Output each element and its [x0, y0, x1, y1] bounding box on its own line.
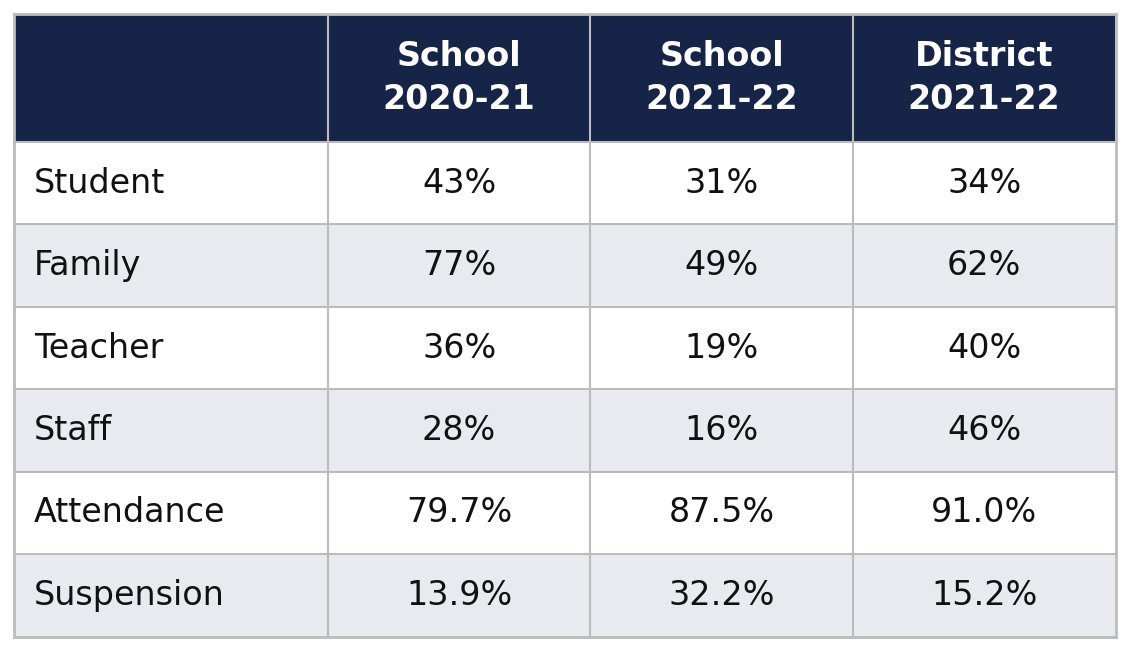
Text: 79.7%: 79.7% — [406, 497, 512, 529]
Text: 49%: 49% — [685, 249, 758, 282]
Bar — [328, 14, 590, 142]
Text: 46%: 46% — [947, 414, 1022, 447]
Text: 77%: 77% — [421, 249, 496, 282]
Bar — [328, 142, 590, 225]
Bar — [590, 307, 853, 389]
Bar — [853, 307, 1115, 389]
Bar — [328, 225, 590, 307]
Bar — [14, 472, 328, 554]
Text: 15.2%: 15.2% — [931, 579, 1037, 612]
Bar — [853, 472, 1115, 554]
Bar — [14, 554, 328, 637]
Bar — [853, 225, 1115, 307]
Bar — [853, 389, 1115, 472]
Bar — [14, 225, 328, 307]
Text: Student: Student — [34, 167, 165, 200]
Text: 13.9%: 13.9% — [406, 579, 512, 612]
Text: School
2020-21: School 2020-21 — [383, 40, 536, 117]
Text: Teacher: Teacher — [34, 331, 163, 365]
Text: 19%: 19% — [685, 331, 758, 365]
Bar — [590, 14, 853, 142]
Text: 36%: 36% — [421, 331, 496, 365]
Bar — [853, 554, 1115, 637]
Text: Attendance: Attendance — [34, 497, 225, 529]
Bar — [590, 554, 853, 637]
Bar — [590, 142, 853, 225]
Bar — [14, 14, 328, 142]
Text: 34%: 34% — [947, 167, 1022, 200]
Bar — [328, 307, 590, 389]
Bar — [590, 389, 853, 472]
Text: 32.2%: 32.2% — [668, 579, 775, 612]
Bar — [14, 142, 328, 225]
Text: 43%: 43% — [421, 167, 496, 200]
Bar — [14, 389, 328, 472]
Text: 62%: 62% — [947, 249, 1022, 282]
Bar — [853, 142, 1115, 225]
Text: 28%: 28% — [421, 414, 496, 447]
Text: 31%: 31% — [685, 167, 758, 200]
Text: 16%: 16% — [685, 414, 758, 447]
Bar — [14, 307, 328, 389]
Bar — [853, 14, 1115, 142]
Bar — [590, 472, 853, 554]
Bar — [590, 225, 853, 307]
Text: 91.0%: 91.0% — [931, 497, 1037, 529]
Bar — [328, 389, 590, 472]
Text: 87.5%: 87.5% — [669, 497, 775, 529]
Text: Suspension: Suspension — [34, 579, 225, 612]
Bar — [328, 554, 590, 637]
Text: District
2021-22: District 2021-22 — [907, 40, 1060, 117]
Bar — [328, 472, 590, 554]
Text: Family: Family — [34, 249, 141, 282]
Text: School
2021-22: School 2021-22 — [645, 40, 798, 117]
Text: 40%: 40% — [947, 331, 1022, 365]
Text: Staff: Staff — [34, 414, 112, 447]
